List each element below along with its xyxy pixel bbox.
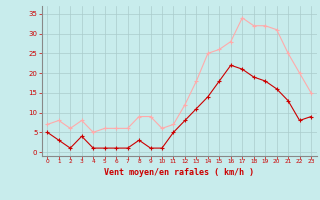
- X-axis label: Vent moyen/en rafales ( km/h ): Vent moyen/en rafales ( km/h ): [104, 168, 254, 177]
